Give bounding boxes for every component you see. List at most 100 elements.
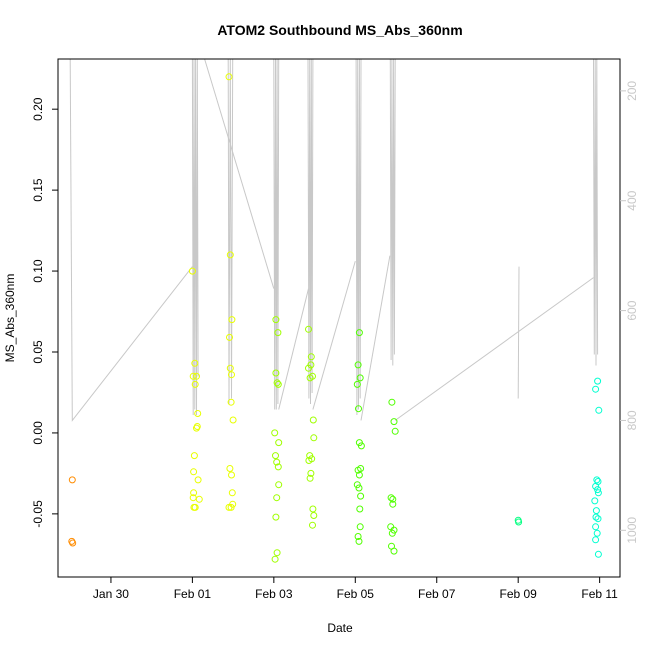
depth-trace-line — [307, 58, 314, 405]
x-tick-label: Jan 30 — [93, 587, 129, 601]
depth-trace-line — [593, 58, 599, 366]
y-tick-label: 0.10 — [31, 259, 45, 283]
data-point — [592, 385, 600, 393]
data-point — [272, 369, 280, 377]
data-point — [272, 513, 280, 521]
data-point — [273, 494, 281, 502]
x-tick-label: Feb 01 — [174, 587, 212, 601]
right-depth-axis: 200 400 600 800 1000 — [620, 81, 639, 544]
right-tick-label: 200 — [625, 81, 639, 101]
data-point — [228, 489, 236, 497]
data-point — [390, 547, 398, 555]
data-point — [190, 489, 198, 497]
data-point — [357, 492, 365, 500]
data-point — [189, 372, 197, 380]
data-point — [592, 523, 600, 531]
data-point — [309, 416, 317, 424]
data-point — [271, 429, 279, 437]
data-point — [354, 533, 362, 540]
data-point — [355, 537, 363, 545]
depth-trace-line — [273, 58, 280, 410]
data-point — [191, 380, 199, 388]
data-point — [273, 379, 281, 387]
y-tick-label: -0.05 — [31, 500, 45, 528]
data-point — [306, 474, 314, 482]
depth-trace-line — [389, 58, 396, 366]
y-axis-label: MS_Abs_360nm — [3, 274, 17, 363]
data-point — [191, 503, 199, 511]
data-point — [388, 529, 396, 537]
data-point — [274, 380, 282, 388]
y-tick-label: 0.00 — [31, 421, 45, 445]
data-point — [305, 364, 312, 372]
right-tick-label: 1000 — [625, 517, 639, 544]
data-point — [194, 476, 202, 484]
data-point — [593, 529, 601, 537]
y-tick-label: 0.20 — [31, 97, 45, 121]
plot-frame — [57, 58, 621, 578]
data-point — [307, 469, 315, 477]
data-point — [594, 489, 602, 497]
data-point — [272, 452, 279, 460]
data-point — [275, 439, 283, 447]
points-layer — [68, 73, 603, 563]
depth-trace-line — [517, 266, 520, 399]
right-tick-label: 400 — [625, 190, 639, 210]
data-point — [68, 476, 76, 484]
data-point — [354, 361, 362, 369]
data-point — [305, 325, 312, 333]
data-point — [357, 465, 365, 472]
data-point — [389, 495, 397, 503]
data-point — [228, 316, 236, 324]
data-point — [69, 539, 77, 547]
data-point — [226, 465, 234, 472]
data-point — [225, 503, 233, 511]
data-point — [275, 481, 283, 489]
data-point — [356, 505, 364, 513]
data-point — [591, 497, 599, 505]
data-point — [227, 503, 235, 511]
data-point — [356, 523, 364, 531]
data-point — [515, 518, 523, 526]
data-point — [228, 471, 235, 479]
depth-trace-line — [278, 288, 309, 410]
data-point — [355, 329, 363, 337]
data-point — [305, 457, 313, 464]
data-point — [228, 371, 235, 379]
depth-trace-line — [360, 255, 391, 421]
data-point — [188, 267, 196, 275]
data-point — [357, 442, 365, 450]
data-point — [310, 434, 318, 442]
data-point — [195, 495, 203, 503]
data-point — [353, 481, 361, 489]
data-point — [271, 555, 279, 563]
data-point — [391, 427, 399, 435]
data-point — [307, 353, 315, 361]
x-tick-label: Feb 09 — [500, 587, 538, 601]
right-tick-label: 600 — [625, 300, 639, 320]
data-point — [592, 536, 600, 544]
data-point — [355, 405, 362, 413]
data-point — [594, 486, 602, 494]
data-point — [274, 329, 282, 337]
x-axis: Jan 30 Feb 01 Feb 03 Feb 05 Feb 07 Feb 09 Feb … — [93, 577, 618, 601]
data-point — [388, 398, 396, 406]
chart-title: ATOM2 Southbound MS_Abs_360nm — [217, 22, 462, 38]
right-tick-label: 800 — [625, 410, 639, 430]
data-point — [274, 463, 282, 471]
data-point — [229, 416, 237, 424]
depth-trace-line — [191, 58, 199, 416]
data-point — [191, 359, 199, 367]
data-point — [355, 484, 363, 492]
data-point — [593, 476, 601, 484]
depth-trace-line — [312, 260, 356, 410]
x-tick-label: Feb 03 — [255, 587, 293, 601]
data-point — [592, 507, 600, 515]
data-point — [226, 251, 234, 259]
data-point — [594, 515, 602, 523]
data-point — [273, 458, 281, 466]
y-axis: -0.05 0.00 0.05 0.10 0.15 0.20 — [31, 97, 58, 528]
data-point — [390, 418, 398, 426]
data-point — [355, 471, 363, 479]
depth-trace-line — [355, 58, 362, 416]
